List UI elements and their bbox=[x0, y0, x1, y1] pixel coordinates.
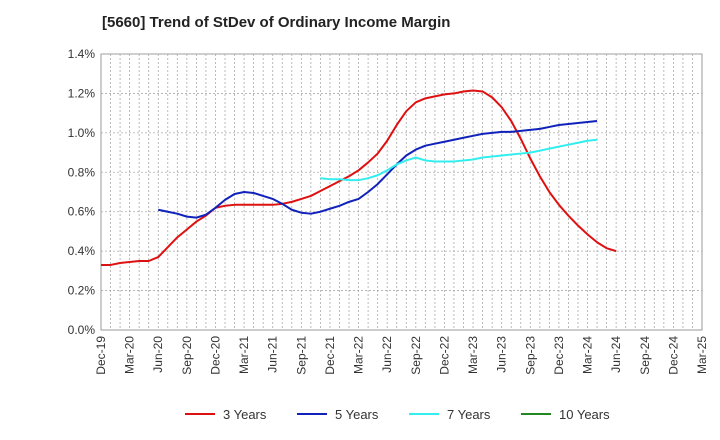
y-tick-label: 0.6% bbox=[68, 205, 96, 219]
x-tick-label: Jun-20 bbox=[151, 336, 165, 373]
series-line-3-years bbox=[101, 89, 617, 266]
x-tick-label: Mar-22 bbox=[352, 336, 366, 374]
x-tick-label: Sep-24 bbox=[638, 336, 652, 375]
y-tick-label: 1.2% bbox=[68, 86, 96, 100]
x-tick-label: Sep-23 bbox=[523, 336, 537, 375]
series-layer bbox=[101, 89, 617, 266]
legend-label: 7 Years bbox=[447, 407, 491, 422]
legend-label: 10 Years bbox=[559, 407, 610, 422]
legend-layer: 3 Years 5 Years 7 Years 10 Years bbox=[185, 407, 610, 422]
chart-title: [5660] Trend of StDev of Ordinary Income… bbox=[102, 14, 451, 31]
plot-area bbox=[100, 53, 703, 331]
x-tick-label: Dec-24 bbox=[666, 336, 680, 375]
series-line-7-years bbox=[320, 138, 598, 182]
x-tick-label: Mar-23 bbox=[466, 336, 480, 374]
x-tick-label: Mar-24 bbox=[581, 336, 595, 374]
x-tick-label: Dec-23 bbox=[552, 336, 566, 375]
y-tick-label: 0.8% bbox=[68, 165, 96, 179]
x-tick-label: Mar-20 bbox=[123, 336, 137, 374]
y-tick-label: 0.0% bbox=[68, 323, 96, 337]
grid-layer bbox=[100, 53, 703, 331]
x-tick-label: Dec-22 bbox=[437, 336, 451, 375]
legend-label: 3 Years bbox=[223, 407, 267, 422]
x-tick-label: Jun-24 bbox=[609, 336, 623, 373]
x-tick-label: Sep-20 bbox=[180, 336, 194, 375]
x-tick-label: Jun-23 bbox=[495, 336, 509, 373]
x-tick-label: Mar-21 bbox=[237, 336, 251, 374]
x-tick-label: Jun-21 bbox=[266, 336, 280, 373]
x-tick-label: Jun-22 bbox=[380, 336, 394, 373]
x-tick-label: Dec-20 bbox=[208, 336, 222, 375]
x-tick-label: Dec-19 bbox=[94, 336, 108, 375]
y-tick-label: 0.2% bbox=[68, 284, 96, 298]
x-tick-label: Mar-25 bbox=[695, 336, 709, 374]
legend-label: 5 Years bbox=[335, 407, 379, 422]
y-tick-label: 1.0% bbox=[68, 126, 96, 140]
x-tick-label: Sep-22 bbox=[409, 336, 423, 375]
x-tick-label: Sep-21 bbox=[294, 336, 308, 375]
y-tick-label: 1.4% bbox=[68, 47, 96, 61]
axis-layer: 0.0% 0.2% 0.4% 0.6% 0.8% 1.0% 1.2% 1.4% Dec-19 Ma… bbox=[68, 47, 709, 375]
y-tick-label: 0.4% bbox=[68, 244, 96, 258]
series-line-5-years bbox=[158, 120, 598, 219]
x-tick-label: Dec-21 bbox=[323, 336, 337, 375]
